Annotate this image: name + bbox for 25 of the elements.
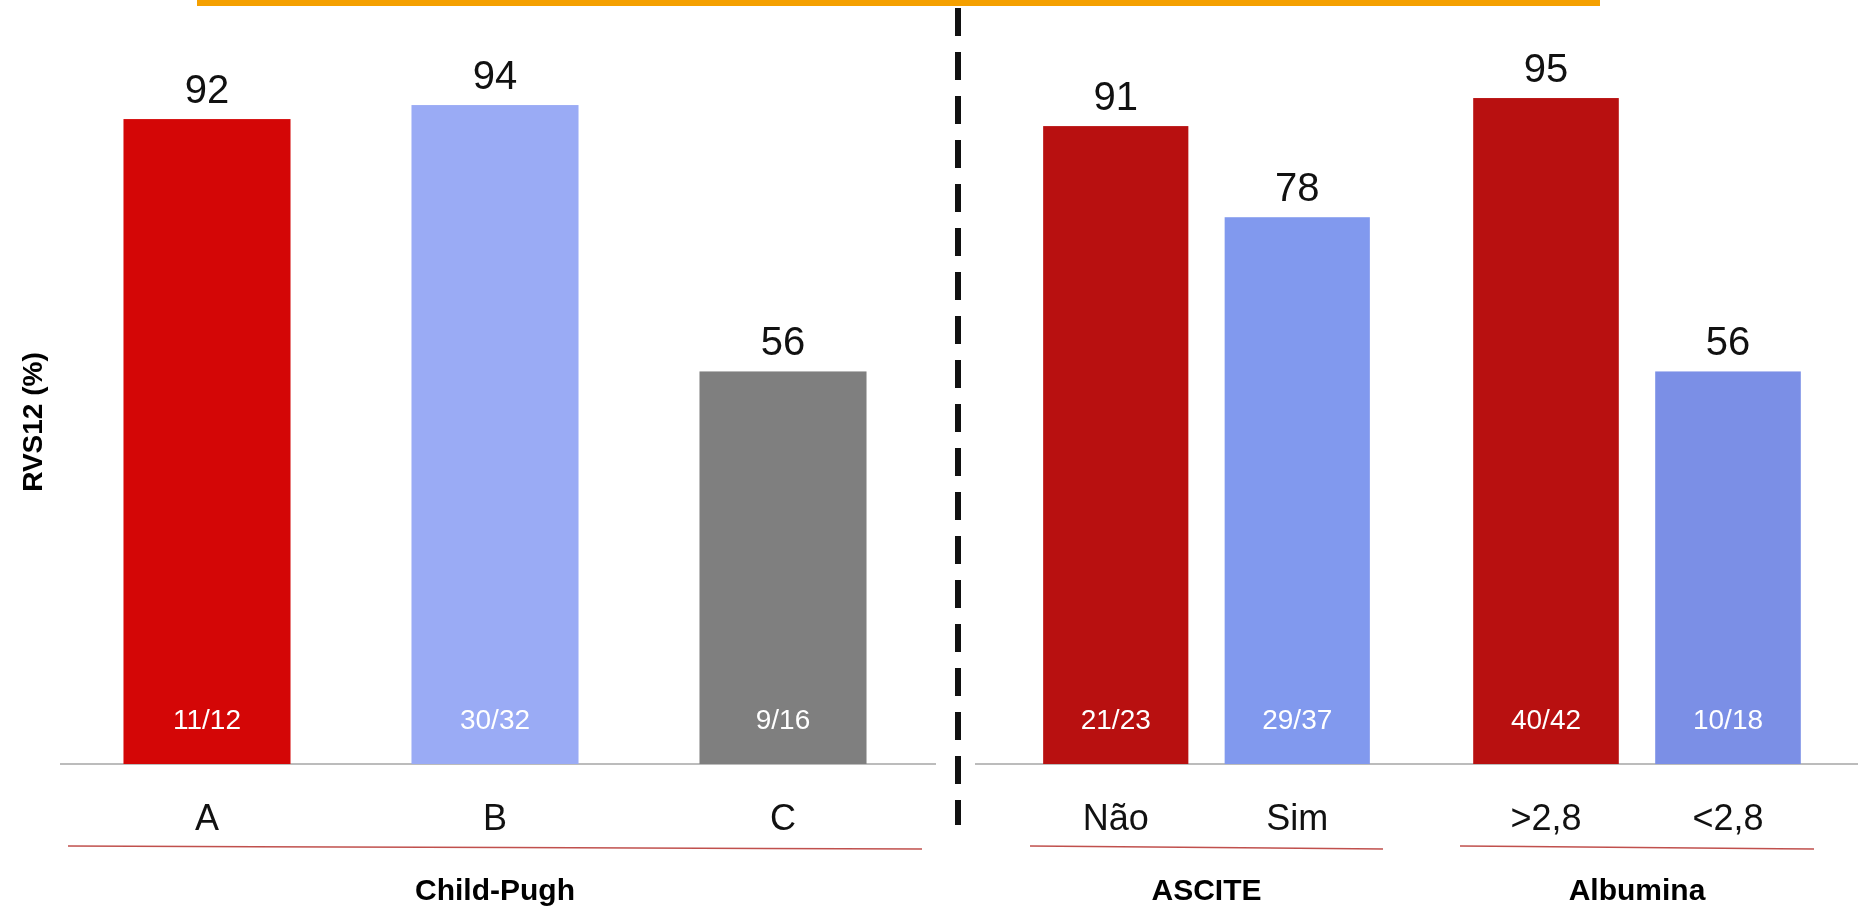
x-tick-label: B (482, 797, 508, 838)
x-axis-title: Albumina (1568, 873, 1706, 906)
x-axis-title: Child-Pugh (415, 873, 575, 906)
x-axis-title: ASCITE (1151, 873, 1262, 906)
x-tick-label: A (194, 797, 220, 838)
data-label: 56 (1705, 319, 1751, 364)
annotation: 40/42 (1510, 704, 1582, 736)
data-label: 94 (472, 53, 518, 98)
annotation: 11/12 (173, 704, 241, 736)
data-label: 92 (184, 67, 230, 112)
x-tick-label: Sim (1266, 797, 1329, 838)
x-tick-label: Não (1082, 797, 1149, 838)
data-label: 78 (1275, 165, 1320, 210)
data-label: 95 (1523, 46, 1569, 91)
annotation: 30/32 (459, 704, 531, 736)
x-tick-label: >2,8 (1510, 797, 1582, 838)
x-tick-label: <2,8 (1692, 797, 1764, 838)
data-label: 56 (760, 319, 806, 364)
annotation: 10/18 (1692, 704, 1764, 736)
data-label: 91 (1093, 74, 1138, 119)
annotation: 9/16 (755, 704, 811, 736)
annotation: 29/37 (1262, 704, 1333, 736)
y-axis-title: RVS12 (%) (17, 352, 48, 492)
annotation: 21/23 (1080, 704, 1151, 736)
x-tick-label: C (770, 797, 796, 838)
